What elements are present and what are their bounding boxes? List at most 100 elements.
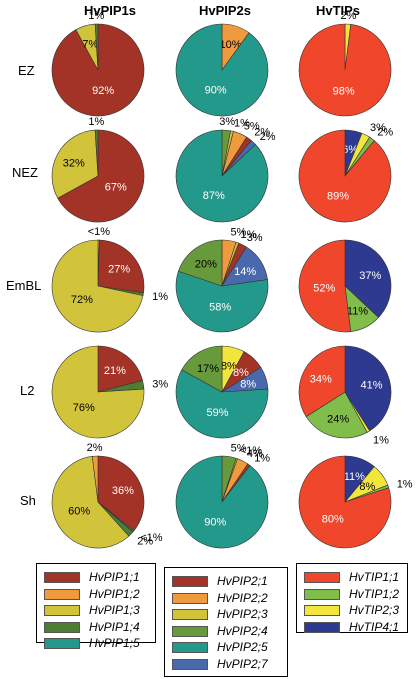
slice-label-hvpip1-4: 3% bbox=[152, 378, 168, 390]
slice-label-hvpip1-1: 92% bbox=[92, 85, 114, 97]
pie-slice-hvpip1-1 bbox=[57, 129, 145, 223]
legend-item-hvpip2-4: HvPIP2;4 bbox=[165, 624, 287, 639]
legend-hvpip2: HvPIP2;1 HvPIP2;2 HvPIP2;3 HvPIP2;4 HvPIP2;5… bbox=[164, 567, 288, 677]
slice-label-hvpip1-1: 67% bbox=[105, 182, 127, 194]
legend-item-hvpip1-5: HvPIP1;5 bbox=[37, 636, 155, 651]
legend-item-hvpip1-4: HvPIP1;4 bbox=[37, 619, 155, 635]
legend-hvpip1: HvPIP1;1 HvPIP1;2 HvPIP1;3 HvPIP1;4 HvPIP1;5 bbox=[36, 563, 156, 650]
pie-hvpip2s-l2: 8%8%8% 59% 17% bbox=[175, 345, 269, 439]
pie-chart-grid: HvPIP1s HvPIP2s HvTIPs EZ NEZ EmBL L2 Sh… bbox=[6, 3, 413, 549]
legend-swatch bbox=[172, 658, 208, 670]
legend-label: HvPIP2;1 bbox=[217, 574, 268, 588]
slice-label-hvtip1-2: 11% bbox=[347, 306, 368, 318]
pie-slice-hvpip1-4 bbox=[94, 129, 99, 177]
legend-swatch bbox=[172, 642, 208, 653]
legend-item-hvtip1-1: HvTIP1;1 bbox=[297, 570, 407, 585]
legend-label: HvTIP1;2 bbox=[349, 586, 400, 601]
pie-slice-hvpip1-3 bbox=[51, 129, 99, 199]
slice-label-hvtip2-3: 3% bbox=[370, 122, 386, 134]
legend-swatch bbox=[44, 588, 80, 600]
pie-hvpip1s-nez: 67% 32% 1% bbox=[51, 116, 145, 223]
slice-label-hvpip1-4: 2% bbox=[137, 535, 153, 547]
slice-label-hvpip2-1: 3% bbox=[247, 232, 263, 244]
row-label-sh: Sh bbox=[20, 493, 36, 508]
pie-slice-hvpip1-2 bbox=[91, 455, 99, 503]
pie-hvtips-nez: 6%3%2%89% bbox=[298, 122, 393, 223]
legend-label: HvPIP2;3 bbox=[217, 607, 268, 621]
slice-label-hvpip1-3: 32% bbox=[63, 158, 85, 170]
slice-label-hvpip1-1: 27% bbox=[108, 263, 130, 275]
legend-item-hvtip2-3: HvTIP2;3 bbox=[297, 603, 407, 618]
legend-swatch bbox=[304, 621, 340, 633]
pie-slice-hvpip2-5 bbox=[175, 23, 269, 117]
legend-label: HvTIP2;3 bbox=[349, 603, 400, 617]
legend-item-hvpip2-2: HvPIP2;2 bbox=[165, 591, 287, 606]
slice-label-hvtip1-1: 89% bbox=[327, 191, 349, 203]
slice-label-hvpip2-1: 1% bbox=[254, 452, 270, 464]
legend-swatch bbox=[172, 576, 208, 587]
slice-label-hvpip1-1: 21% bbox=[104, 365, 126, 377]
legend-label: HvPIP1;4 bbox=[89, 619, 140, 634]
legend-label: HvTIP4;1 bbox=[349, 619, 400, 634]
legend-label: HvPIP2;7 bbox=[217, 656, 268, 671]
column-title-hvpip1s: HvPIP1s bbox=[84, 3, 136, 18]
slice-label-hvpip2-5: 58% bbox=[209, 302, 231, 314]
legend-item-hvpip2-5: HvPIP2;5 bbox=[165, 640, 287, 655]
pie-slice-hvpip1-1 bbox=[97, 455, 145, 532]
slice-label-hvtip4-1: 37% bbox=[359, 270, 381, 282]
slice-label-hvpip2-4: 5% bbox=[231, 443, 247, 455]
pie-slice-hvpip1-1 bbox=[97, 239, 145, 294]
slice-label-hvpip2-5: 59% bbox=[206, 407, 228, 419]
slice-label-hvtip1-2: 1% bbox=[397, 478, 413, 490]
slice-label-hvpip1-2: 2% bbox=[87, 442, 103, 454]
slice-label-hvpip2-7: 2% bbox=[260, 131, 276, 143]
slice-label-hvtip1-2: 24% bbox=[327, 414, 349, 426]
slice-label-hvpip1-4: 1% bbox=[152, 291, 168, 303]
pie-slice-hvpip2-5 bbox=[175, 129, 269, 223]
slice-label-hvpip2-3: <1% bbox=[240, 445, 263, 457]
slice-label-hvpip2-7: 14% bbox=[234, 266, 256, 278]
slice-label-hvpip1-3: 60% bbox=[68, 506, 90, 518]
pie-slice-hvpip2-4 bbox=[178, 239, 223, 287]
legend-swatch bbox=[304, 572, 340, 583]
slice-label-hvtip1-1: 52% bbox=[313, 282, 335, 294]
slice-label-hvpip1-5: <1% bbox=[140, 532, 163, 544]
pie-hvtips-embl: 37% 11% 52% bbox=[298, 239, 392, 333]
pie-hvpip1s-ez: 92% 7% 1% bbox=[51, 10, 145, 117]
slice-label-hvtip1-1: 98% bbox=[333, 86, 355, 98]
pie-hvpip2s-sh: 5%<1%4%1% 90% bbox=[175, 443, 270, 549]
legend-label: HvPIP1;2 bbox=[89, 586, 140, 601]
slice-label-hvpip2-7: 8% bbox=[240, 379, 256, 391]
pie-hvpip1s-sh: 36%<1%2%60%2% bbox=[51, 442, 163, 549]
pie-slice-hvtip1-2 bbox=[305, 391, 368, 439]
pie-hvtips-l2: 41% 1% 24% 34% bbox=[298, 345, 392, 446]
legend-swatch bbox=[304, 605, 340, 616]
legend-item-hvpip2-7: HvPIP2;7 bbox=[165, 656, 287, 672]
slice-label-hvpip1-3: 72% bbox=[71, 294, 93, 306]
slice-label-hvpip2-4: 3% bbox=[219, 116, 235, 128]
pie-slice-hvtip1-1 bbox=[298, 23, 392, 117]
pie-slice-hvtip4-1 bbox=[344, 239, 392, 318]
slice-label-hvpip2-5: 90% bbox=[205, 85, 227, 97]
slice-label-hvtip2-3: 8% bbox=[359, 481, 375, 493]
row-label-l2: L2 bbox=[20, 383, 34, 398]
pie-slice-hvpip2-4 bbox=[181, 345, 223, 393]
slice-label-hvpip2-2: 5% bbox=[244, 121, 260, 133]
slice-label-hvpip2-3: 1% bbox=[234, 117, 250, 129]
slice-label-hvtip1-1: 80% bbox=[322, 514, 344, 526]
pie-slice-hvpip1-3 bbox=[51, 456, 130, 549]
legend-swatch bbox=[304, 588, 340, 600]
slice-label-hvpip1-3: 76% bbox=[73, 402, 95, 414]
legend-swatch bbox=[172, 609, 208, 620]
slice-label-hvtip1-1: 34% bbox=[310, 374, 332, 386]
pie-hvtips-sh: 11%8% 1% 80% bbox=[298, 455, 413, 549]
pie-hvpip2s-embl: 5%1%3% 14% 58% 20% bbox=[175, 227, 269, 333]
pie-slice-hvpip1-4 bbox=[94, 23, 99, 71]
pie-slice-hvtip1-1 bbox=[298, 455, 392, 549]
pie-slice-hvpip1-1 bbox=[97, 345, 143, 393]
legend-swatch bbox=[44, 572, 80, 583]
legend-item-hvpip2-3: HvPIP2;3 bbox=[165, 607, 287, 622]
pie-slice-hvtip1-1 bbox=[298, 129, 392, 223]
legend-label: HvPIP1;1 bbox=[89, 570, 140, 584]
